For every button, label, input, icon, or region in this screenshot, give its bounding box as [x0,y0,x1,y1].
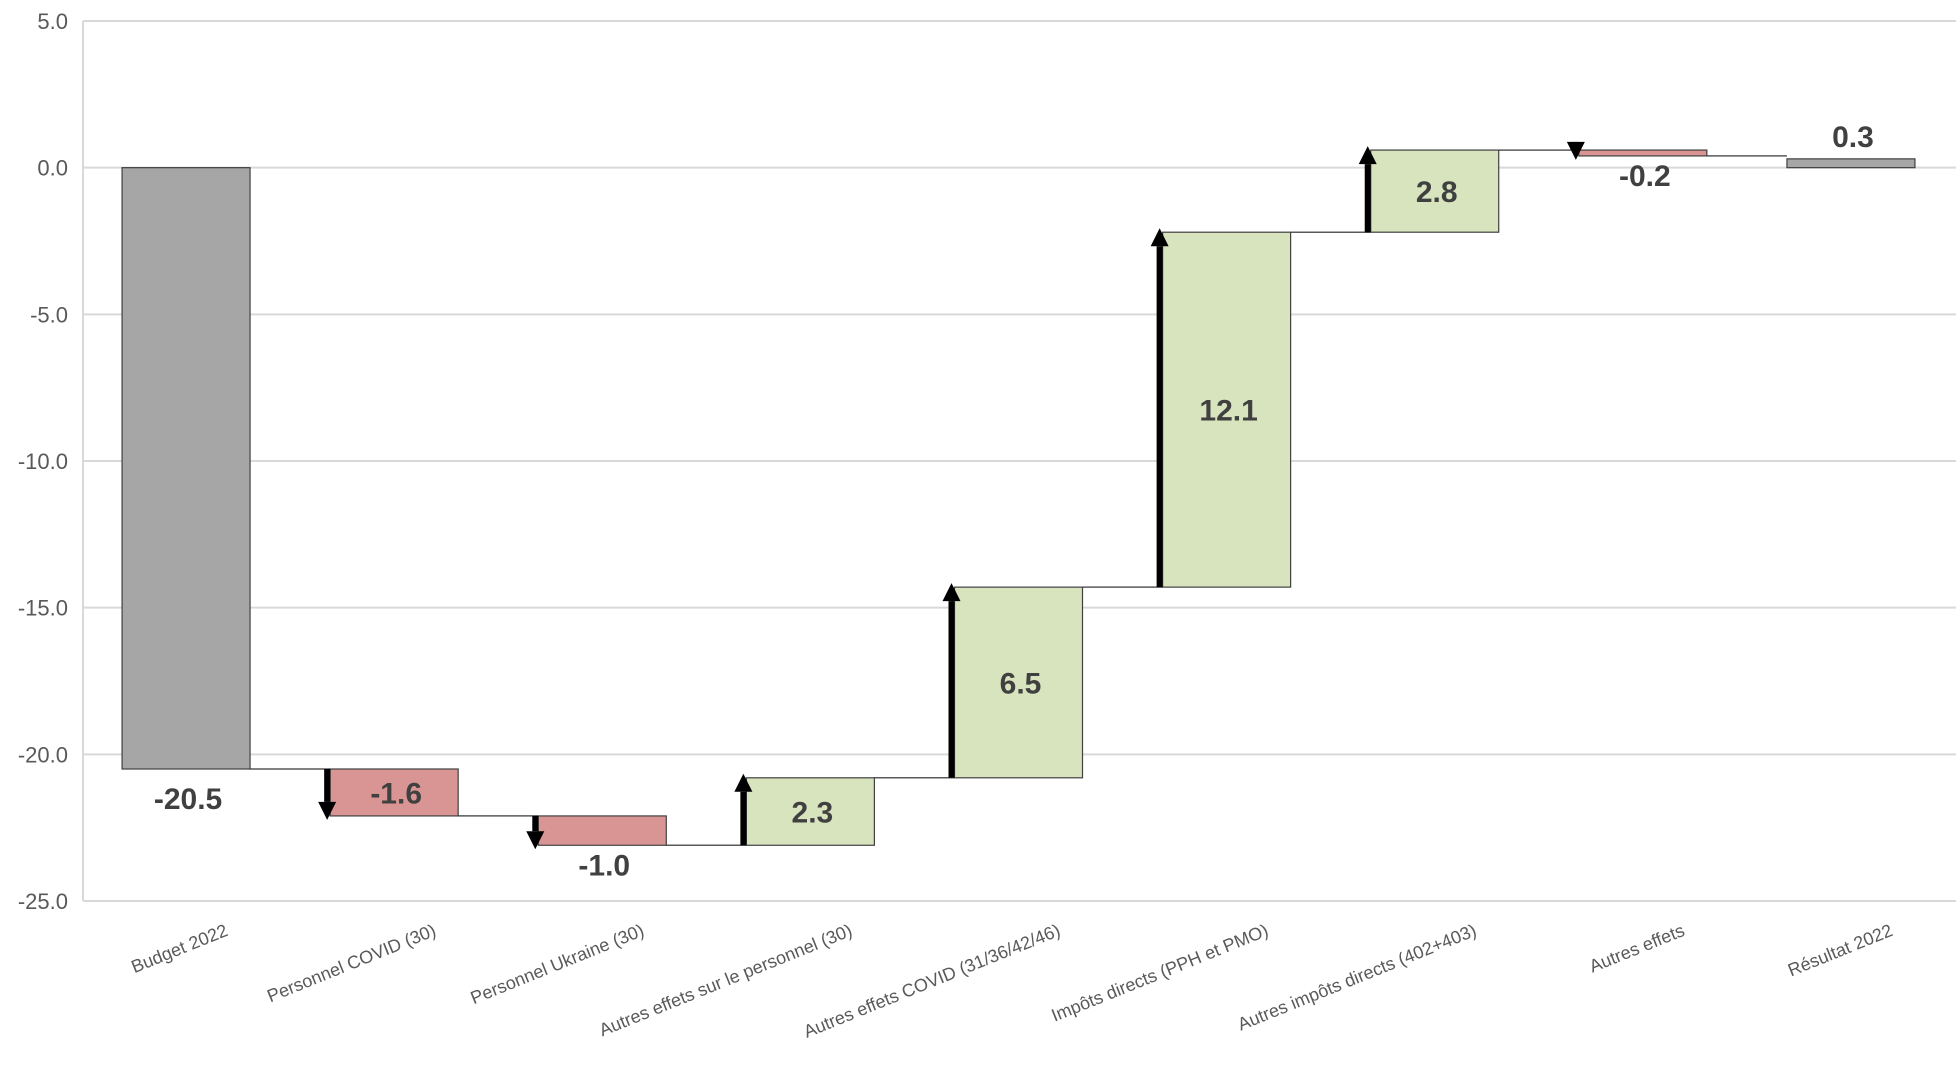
y-axis: 5.0 0.0 -5.0 -10.0 -15.0 -20.0 -25.0 [18,9,84,914]
arrow-head [1358,146,1377,165]
x-tick-label: Personnel Ukraine (30) [468,920,647,1008]
arrow-7 [1566,141,1585,160]
arrow-head [942,583,961,602]
data-label-1: -1.6 [370,777,422,810]
y-tick-label: -10.0 [18,449,68,474]
x-tick-label: Budget 2022 [128,920,230,977]
bar-5 [1162,231,1292,588]
arrow-head [734,773,753,792]
bar-7 [1578,149,1708,157]
arrows [318,141,1585,850]
arrow-5 [1150,228,1169,588]
bar-8 [1786,158,1916,169]
arrow-head [318,801,337,820]
data-label-6: 2.8 [1416,176,1458,209]
y-tick-label: -15.0 [18,596,68,621]
arrow-head [1150,228,1169,247]
data-label-2: -1.0 [578,849,630,882]
data-labels: -20.5 -1.6 -1.0 2.3 6.5 12.1 2.8 -0.2 0.3 [154,121,1874,882]
data-label-5: 12.1 [1199,395,1257,428]
arrow-3 [734,773,753,846]
arrow-2 [526,815,545,850]
bar-2 [537,815,667,846]
data-label-7: -0.2 [1619,160,1671,193]
x-tick-label: Autres impôts directs (402+403) [1235,920,1480,1034]
arrow-1 [318,769,337,820]
y-tick-label: -20.0 [18,742,68,767]
x-axis: Budget 2022 Personnel COVID (30) Personnel… [128,920,1895,1041]
connectors [250,149,1787,847]
y-tick-label: 0.0 [37,156,68,181]
x-tick-label: Impôts directs (PPH et PMO) [1048,920,1271,1025]
y-tick-label: -5.0 [30,302,68,327]
bar-4 [953,586,1084,779]
bar-3 [745,777,875,846]
y-tick-label: 5.0 [37,9,68,34]
y-tick-label: -25.0 [18,889,68,914]
bars [121,149,1916,846]
arrow-4 [942,583,961,778]
data-label-4: 6.5 [1000,667,1042,700]
x-tick-label: Autres effets [1586,920,1687,976]
arrow-head [1566,141,1585,160]
data-label-3: 2.3 [792,797,834,830]
arrow-head [526,831,545,850]
bar-1 [329,768,459,817]
data-label-0: -20.5 [154,783,222,816]
x-tick-label: Personnel COVID (30) [264,920,438,1006]
data-label-8: 0.3 [1832,121,1874,154]
bar-0 [121,167,251,770]
x-tick-label: Résultat 2022 [1785,920,1895,980]
arrow-6 [1358,146,1377,233]
